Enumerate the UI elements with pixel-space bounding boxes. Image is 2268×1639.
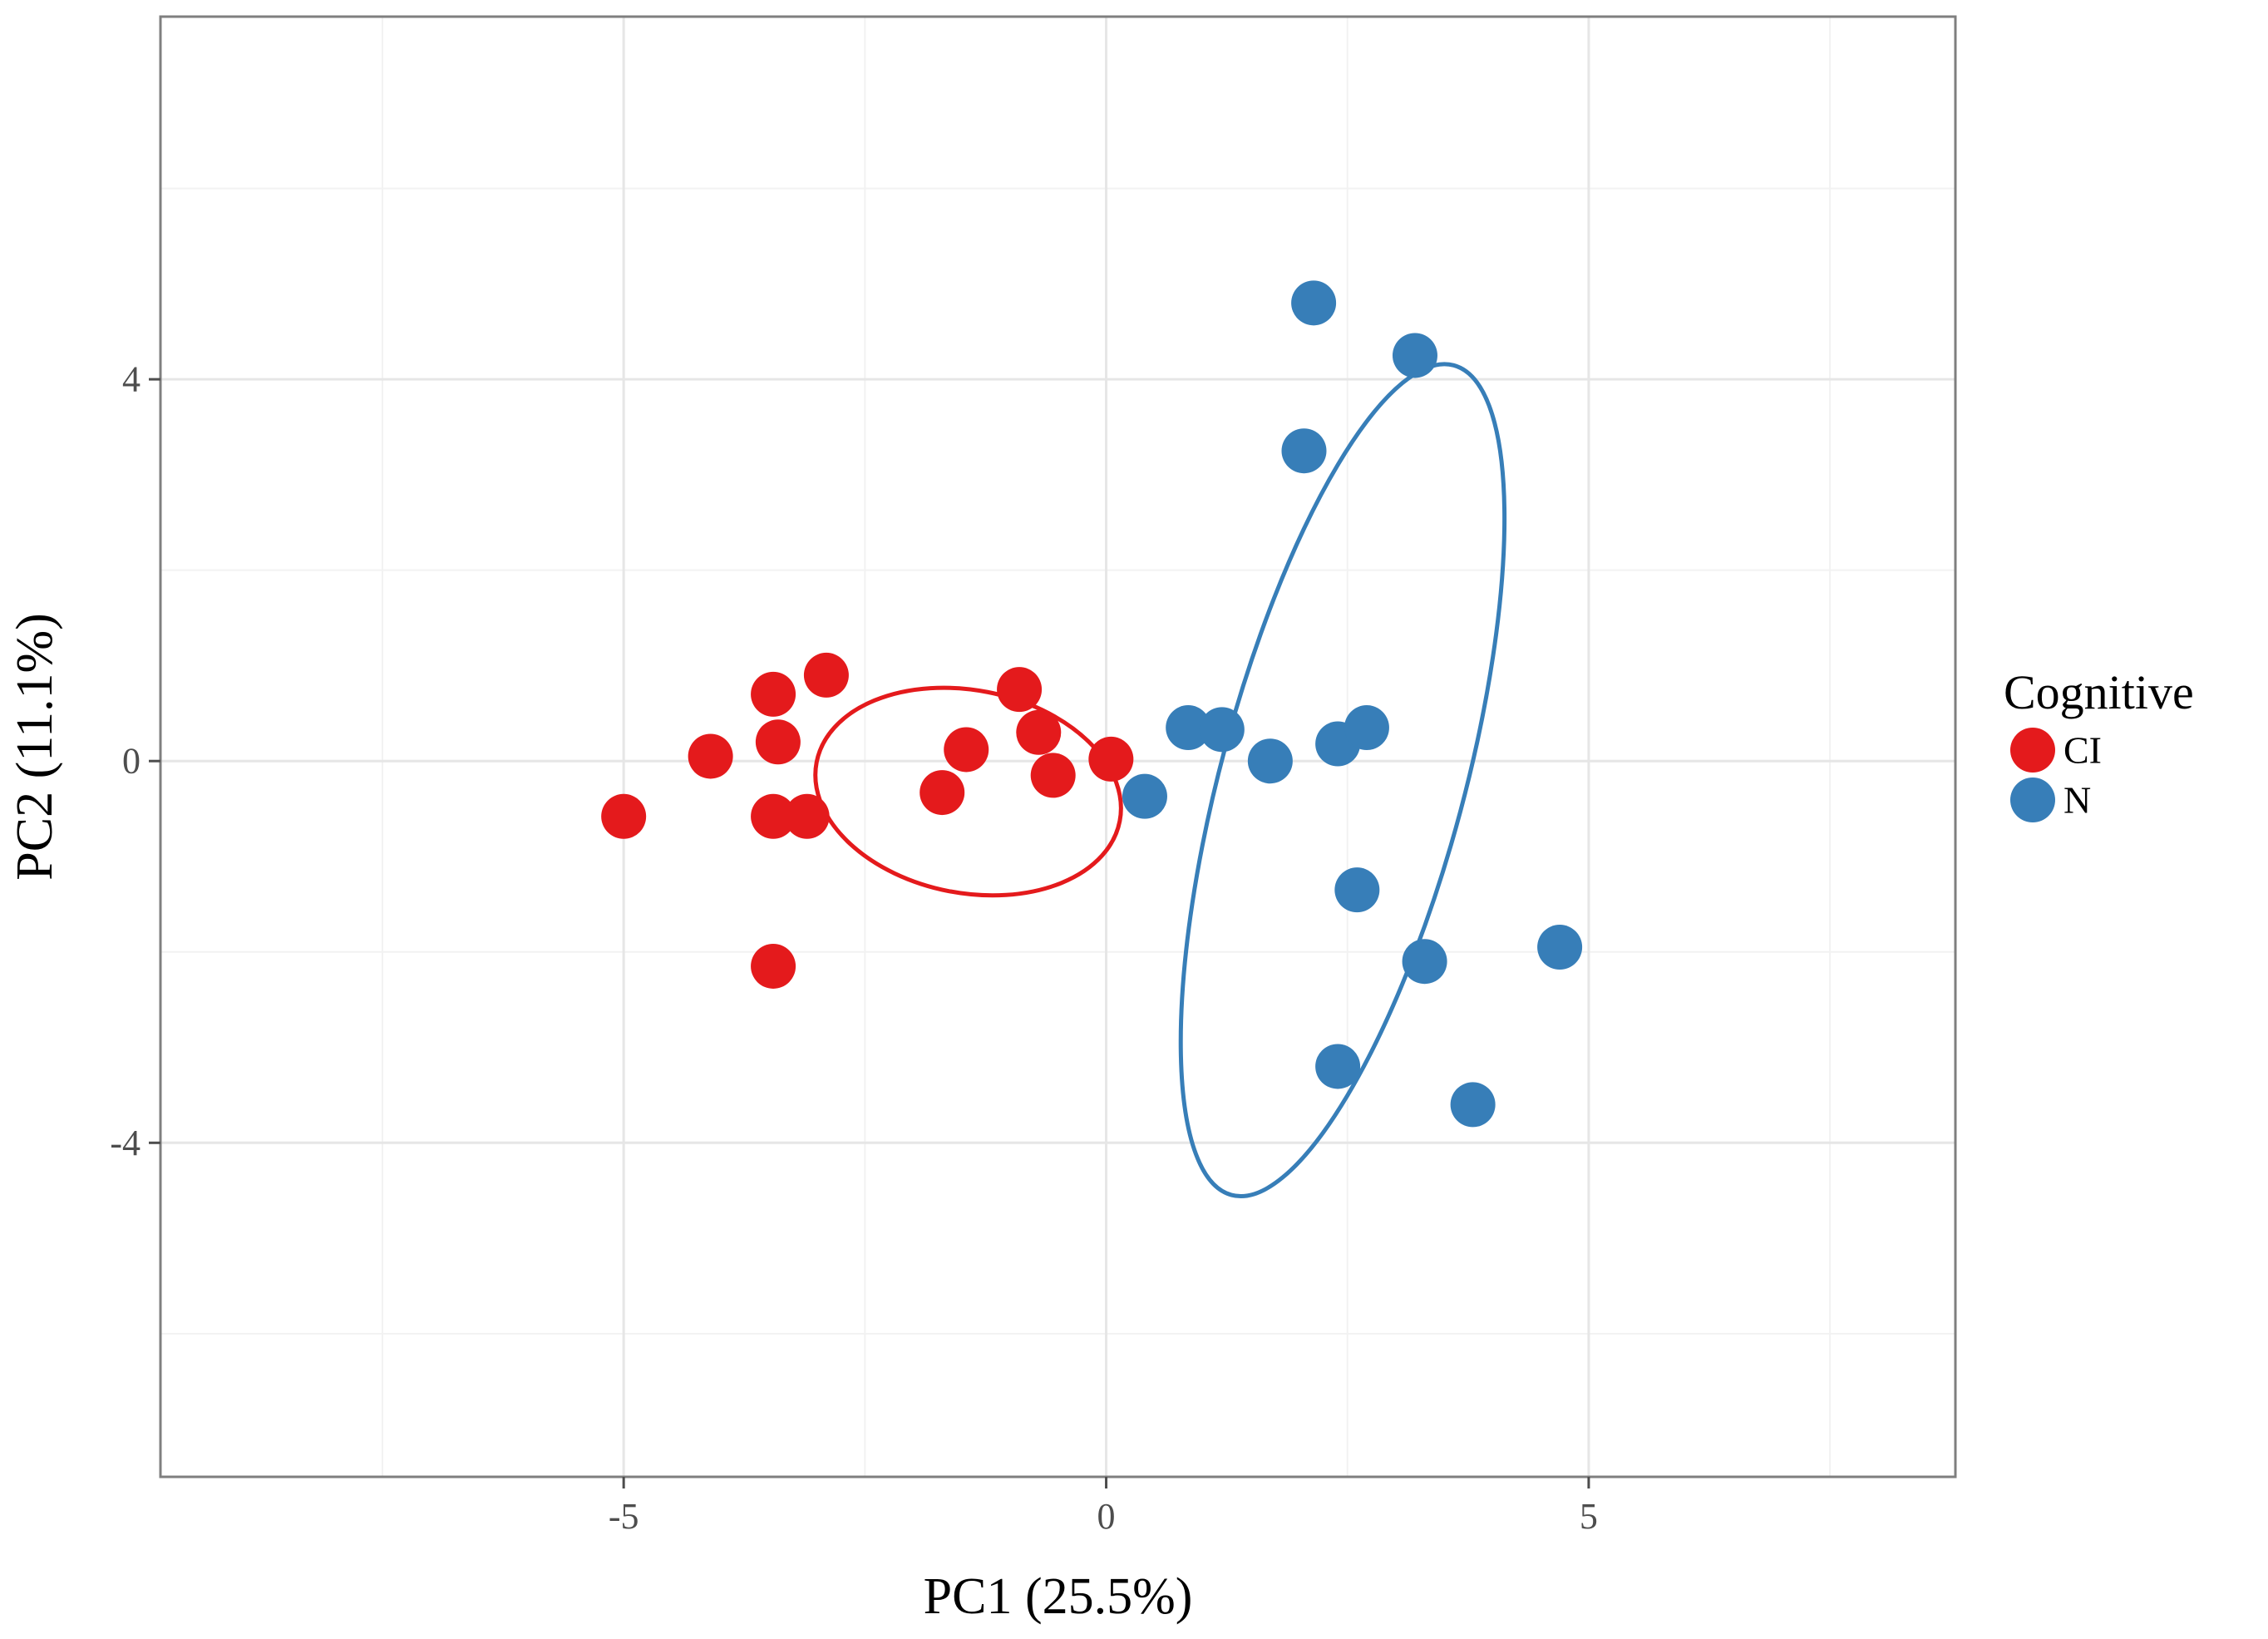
point-n [1392,333,1437,378]
x-tick-label: -5 [609,1496,639,1537]
axes: -5 0 5 -4 0 4 [110,359,1598,1537]
legend-key-n [2010,778,2055,822]
point-n [1199,707,1245,753]
y-tick-label: 4 [122,359,141,400]
data-points [601,280,1583,1128]
point-ci [1030,753,1076,798]
point-n [1291,280,1337,326]
y-axis-title: PC2 (11.1%) [7,613,63,880]
legend-key-ci [2010,728,2055,773]
point-ci [751,943,796,989]
point-ci [751,671,796,717]
point-n [1122,773,1167,819]
point-n [1334,867,1380,913]
point-ci [688,733,733,779]
point-n [1450,1082,1496,1128]
plot-panel-border [159,15,1957,1479]
point-n [1344,705,1389,751]
point-ci [755,719,801,765]
point-ci [751,793,796,839]
point-n [1402,939,1447,985]
legend: Cognitive CI N [2004,665,2194,822]
x-axis-title: PC1 (25.5%) [924,1568,1193,1625]
point-ci [601,793,647,839]
point-ci [803,652,849,698]
x-tick-label: 0 [1097,1496,1116,1537]
legend-label-n: N [2063,779,2091,822]
point-n [1281,428,1327,474]
y-tick-label: 0 [122,741,141,782]
point-n [1315,1044,1361,1089]
x-tick-label: 5 [1580,1496,1598,1537]
point-ci [1016,709,1062,755]
point-ci [920,770,965,816]
point-ci [784,793,830,839]
y-tick-label: -4 [110,1123,141,1163]
point-n [1166,705,1211,751]
point-ci [944,727,989,773]
point-ci [997,667,1043,713]
point-n [1247,738,1293,784]
legend-title: Cognitive [2004,665,2194,719]
legend-label-ci: CI [2063,729,2102,772]
ellipse-ci [813,685,1123,898]
point-ci [1088,736,1134,782]
point-n [1537,925,1583,970]
